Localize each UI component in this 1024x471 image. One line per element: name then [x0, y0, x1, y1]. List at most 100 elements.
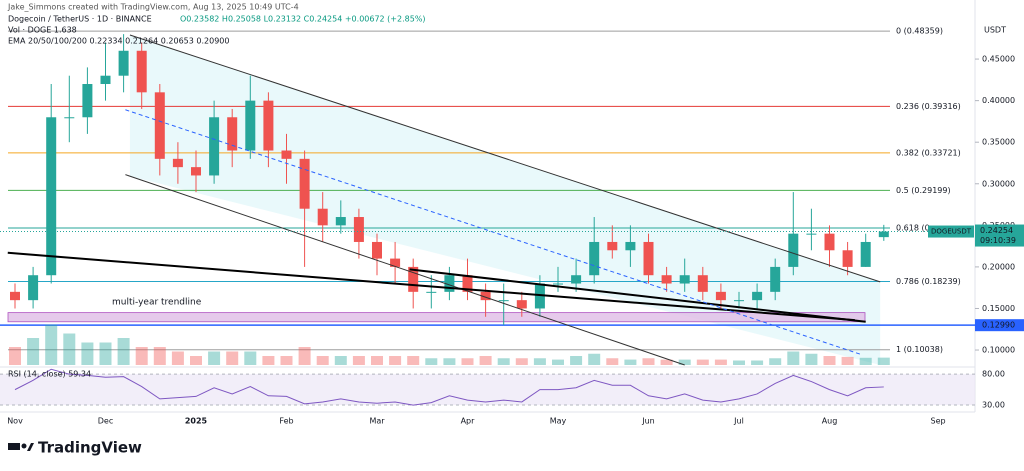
volume-bar: [9, 347, 21, 365]
x-tick-label: Jun: [641, 417, 655, 426]
volume-bar: [208, 351, 221, 365]
volume-bar: [714, 359, 727, 365]
volume-bar: [407, 356, 420, 365]
volume-bar: [117, 338, 130, 365]
candle-body: [715, 291, 726, 301]
volume-bar: [63, 333, 76, 365]
volume-bar: [823, 356, 836, 365]
candle-body: [281, 150, 292, 159]
volume-bar: [769, 358, 782, 365]
candle-body: [263, 100, 274, 151]
x-tick-label: Sep: [931, 417, 946, 426]
fib-label: 0.618 (0.: [896, 224, 932, 233]
volume-bar: [190, 356, 202, 365]
last-price-tag: [975, 224, 1024, 247]
fib-label: 0.382 (0.33721): [896, 148, 961, 157]
candle-body: [734, 300, 744, 302]
volume-bar: [859, 357, 872, 365]
candle-body: [10, 291, 20, 301]
volume-bar: [153, 347, 166, 365]
ema-header: EMA 20/50/100/200 0.22334 0.21264 0.2065…: [8, 37, 229, 46]
volume-bar: [606, 358, 619, 365]
volume-bar: [552, 359, 564, 365]
candle-body: [100, 75, 111, 85]
candle-body: [860, 241, 871, 267]
fib-label: 0.236 (0.39316): [896, 102, 961, 111]
x-tick-label: Feb: [279, 417, 293, 426]
candle-body: [824, 233, 835, 251]
fib-label: 1 (0.10038): [896, 345, 943, 354]
candle-body: [317, 208, 328, 226]
volume-bar: [298, 347, 311, 365]
volume-bar: [316, 356, 329, 365]
volume-bar: [280, 356, 293, 365]
candle-body: [209, 117, 220, 176]
volume-bar: [642, 358, 655, 365]
chart-title: Dogecoin / TetherUS · 1D · BINANCE: [8, 15, 152, 24]
candle-body: [770, 266, 781, 292]
volume-bar: [262, 356, 275, 365]
y-tick-label: 0.10000: [982, 346, 1015, 355]
volume-bar: [27, 338, 40, 365]
candle-body: [172, 158, 183, 168]
fib-label: 0.786 (0.18239): [896, 277, 961, 286]
channel-fill: [129, 34, 881, 365]
ohlc-header: O0.23582 H0.25058 L0.23132 C0.24254 +0.0…: [180, 15, 426, 24]
x-tick-label: 2025: [185, 417, 208, 426]
volume-bar: [443, 358, 456, 365]
trendline: [129, 34, 881, 283]
rsi-tick-label: 30.00: [982, 401, 1005, 410]
volume-bar: [479, 356, 492, 365]
volume-bar: [135, 347, 148, 365]
volume-bar: [371, 356, 383, 365]
fib-label: 0.5 (0.29199): [896, 186, 951, 195]
last-price-symbol: DOGEUSDT: [931, 228, 972, 236]
currency: USDT: [984, 26, 1006, 35]
x-tick-label: May: [550, 417, 567, 426]
candle-body: [46, 117, 57, 276]
volume-bar: [389, 356, 402, 365]
rsi-line: [14, 368, 884, 406]
candle-body: [516, 300, 527, 309]
candle-body: [353, 217, 364, 242]
trendline: [409, 268, 866, 323]
attribution: Jake_Simmons created with TradingView.co…: [7, 3, 299, 12]
volume-bar: [841, 356, 854, 365]
volume-bar: [733, 360, 745, 365]
candle-body: [498, 300, 509, 302]
volume-bar: [515, 358, 528, 365]
volume-bar: [751, 360, 764, 365]
candle-body: [191, 167, 201, 176]
volume-bar: [678, 359, 691, 365]
candle-body: [136, 50, 147, 93]
x-tick-label: Mar: [369, 417, 385, 426]
candle-body: [245, 100, 256, 151]
candle-body: [64, 117, 75, 119]
candle-body: [335, 217, 346, 226]
candle-body: [661, 275, 672, 284]
volume-bar: [425, 358, 438, 365]
x-tick-label: Nov: [7, 417, 23, 426]
volume-bar: [533, 358, 546, 365]
candle-body: [82, 84, 93, 118]
candle-body: [752, 291, 763, 301]
candle-body: [408, 266, 419, 292]
volume-bar: [45, 324, 58, 365]
x-tick-label: Dec: [98, 417, 113, 426]
candle-body: [842, 250, 853, 267]
volume-bar: [497, 358, 510, 365]
candle-body: [571, 275, 582, 284]
volume-bar: [624, 359, 637, 365]
candle-body: [643, 241, 654, 276]
y-tick-label: 0.15000: [982, 304, 1015, 313]
rsi-band: [0, 374, 975, 406]
rsi-tick-label: 80.00: [982, 370, 1005, 379]
candle-body: [444, 275, 455, 292]
support-tag: [975, 319, 1024, 332]
trendline: [7, 251, 855, 322]
candle-body: [480, 291, 491, 301]
x-tick-label: Jul: [733, 417, 744, 426]
y-tick-label: 0.30000: [982, 179, 1015, 188]
volume-bar: [877, 357, 890, 365]
volume-bar: [352, 356, 365, 365]
